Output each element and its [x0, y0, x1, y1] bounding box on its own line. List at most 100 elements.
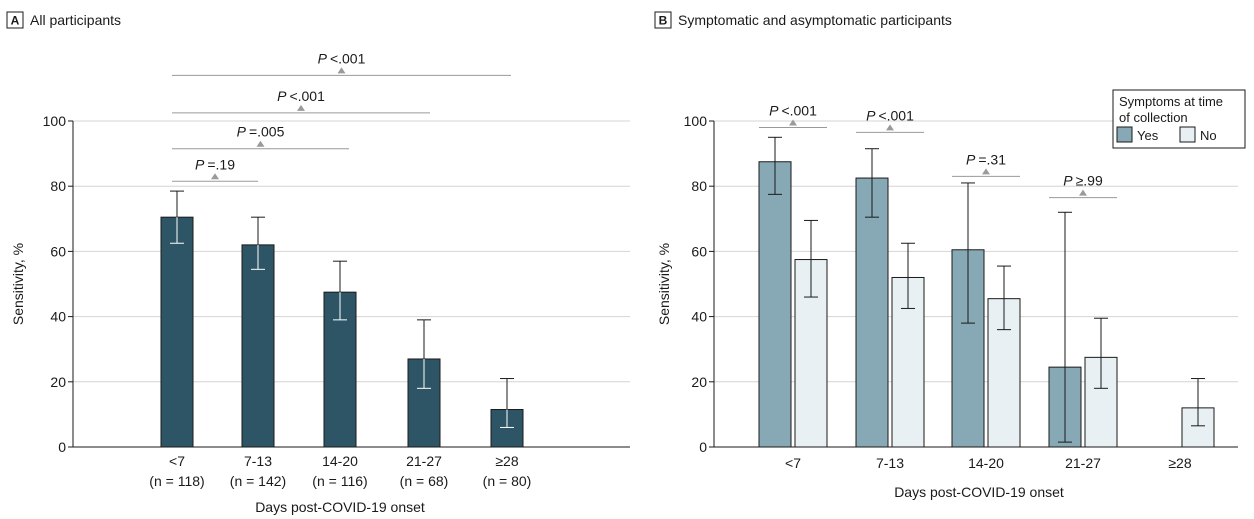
p-value-label: P — [195, 156, 205, 172]
panel-a-letter-box — [6, 11, 24, 29]
x-tick-label: <7 — [169, 453, 185, 469]
x-axis-label: Days post-COVID-19 onset — [894, 484, 1064, 500]
comparison-bracket: P <.001 — [759, 103, 827, 129]
legend-title-line: of collection — [1119, 110, 1188, 125]
bar-7-13 — [241, 244, 275, 448]
x-tick-label: 14-20 — [322, 453, 358, 469]
p-value-label: P — [966, 151, 976, 167]
comparison-marker — [886, 124, 894, 131]
x-tick-label: 7-13 — [244, 453, 272, 469]
comparison-bracket: P <.001 — [856, 107, 924, 133]
p-value-value: <.001 — [330, 50, 366, 66]
comparison-marker — [211, 173, 219, 180]
panel-a-title: All participants — [30, 12, 121, 28]
x-tick-label: ≥28 — [1168, 455, 1191, 471]
p-value-value: =.19 — [207, 156, 235, 172]
y-tick-label: 0 — [58, 439, 66, 455]
bar-Yes-<7 — [758, 161, 792, 448]
legend-box — [1112, 89, 1246, 149]
legend-swatch-yes — [1116, 126, 1133, 143]
p-value-label: P — [769, 103, 779, 119]
y-tick-label: 40 — [50, 309, 66, 325]
p-value-label: P — [318, 50, 328, 66]
y-tick-label: 20 — [50, 374, 66, 390]
comparison-bracket: P ≥.99 — [1049, 173, 1117, 199]
x-tick-count: (n = 118) — [149, 473, 204, 489]
legend-label-yes: Yes — [1137, 128, 1159, 143]
x-tick-label: ≥28 — [495, 453, 518, 469]
p-value: P <.001 — [318, 50, 366, 66]
error-bar — [901, 242, 915, 309]
error-bar — [768, 136, 782, 195]
bar-Yes-7-13 — [855, 177, 889, 448]
x-axis-label: Days post-COVID-19 onset — [255, 499, 425, 515]
comparison-marker — [1079, 189, 1087, 196]
error-bar — [804, 219, 818, 298]
comparison-bracket: P =.31 — [952, 151, 1020, 177]
y-tick-label: 80 — [691, 178, 707, 194]
panel-b-title: Symptomatic and asymptomatic participant… — [678, 12, 952, 28]
bar-No-<7 — [794, 259, 828, 448]
legend-swatch-no — [1179, 126, 1196, 143]
p-value-value: =.005 — [249, 124, 285, 140]
panel-b-letter: B — [659, 14, 668, 28]
p-value-label: P — [1063, 173, 1073, 189]
p-value-value: =.31 — [978, 151, 1006, 167]
panel-b-chart: 0 20 40 60 80 100 Sensitivity, % <7 7-13 14-20 21-… — [656, 89, 1246, 500]
comparison-marker — [256, 140, 265, 147]
error-bar — [1094, 317, 1108, 389]
y-tick-label: 20 — [691, 374, 707, 390]
error-bar — [1058, 211, 1072, 443]
panel-a-letter: A — [11, 14, 20, 28]
p-value-label: P — [237, 124, 247, 140]
comparison-marker — [337, 67, 346, 74]
p-value-value: <.001 — [878, 107, 914, 123]
x-tick-label: <7 — [785, 455, 801, 471]
panel-b-letter-box — [654, 11, 672, 29]
panel-b-header: B Symptomatic and asymptomatic participa… — [654, 11, 952, 29]
p-value: P =.31 — [966, 151, 1006, 167]
p-value: P =.005 — [237, 124, 285, 140]
y-tick-label: 100 — [43, 113, 67, 129]
p-value: P <.001 — [866, 107, 914, 123]
error-bar — [1191, 378, 1205, 427]
comparison-marker — [297, 104, 305, 111]
y-tick-label: 60 — [691, 243, 707, 259]
comparison-bracket: P <.001 — [172, 50, 511, 76]
legend-title-line: Symptoms at time — [1119, 94, 1223, 109]
x-tick-count: (n = 68) — [400, 473, 449, 489]
x-tick-count: (n = 80) — [483, 473, 532, 489]
comparison-bracket: P =.19 — [172, 156, 258, 182]
comparison-marker — [789, 119, 797, 126]
p-value-label: P — [866, 107, 876, 123]
y-tick-label: 60 — [50, 243, 66, 259]
y-tick-label: 0 — [699, 439, 707, 455]
x-tick-label: 21-27 — [1065, 455, 1101, 471]
bar-No-7-13 — [891, 276, 925, 448]
y-tick-label: 100 — [684, 113, 708, 129]
p-value-value: <.001 — [781, 103, 817, 119]
error-bar — [865, 148, 879, 218]
bar-<7 — [160, 216, 194, 448]
y-axis-label: Sensitivity, % — [656, 243, 672, 325]
p-value: P =.19 — [195, 156, 235, 172]
p-value: P <.001 — [769, 103, 817, 119]
p-value: P ≥.99 — [1063, 173, 1103, 189]
p-value: P <.001 — [277, 88, 325, 104]
error-bar — [997, 265, 1011, 331]
x-tick-label: 21-27 — [406, 453, 442, 469]
comparison-bracket: P =.005 — [172, 124, 349, 150]
panel-a-header: A All participants — [6, 11, 121, 29]
p-value-value: <.001 — [289, 88, 325, 104]
x-tick-label: 7-13 — [876, 455, 904, 471]
y-tick-label: 80 — [50, 178, 66, 194]
error-bar — [961, 182, 975, 324]
legend-label-no: No — [1200, 128, 1217, 143]
y-tick-label: 40 — [691, 309, 707, 325]
panel-a-chart: 0 20 40 60 80 100 Sensitivity, % <7 (n = 118) 7-1… — [10, 50, 630, 515]
x-tick-label: 14-20 — [968, 455, 1004, 471]
x-tick-count: (n = 116) — [312, 473, 367, 489]
p-value-value: ≥.99 — [1076, 173, 1103, 189]
